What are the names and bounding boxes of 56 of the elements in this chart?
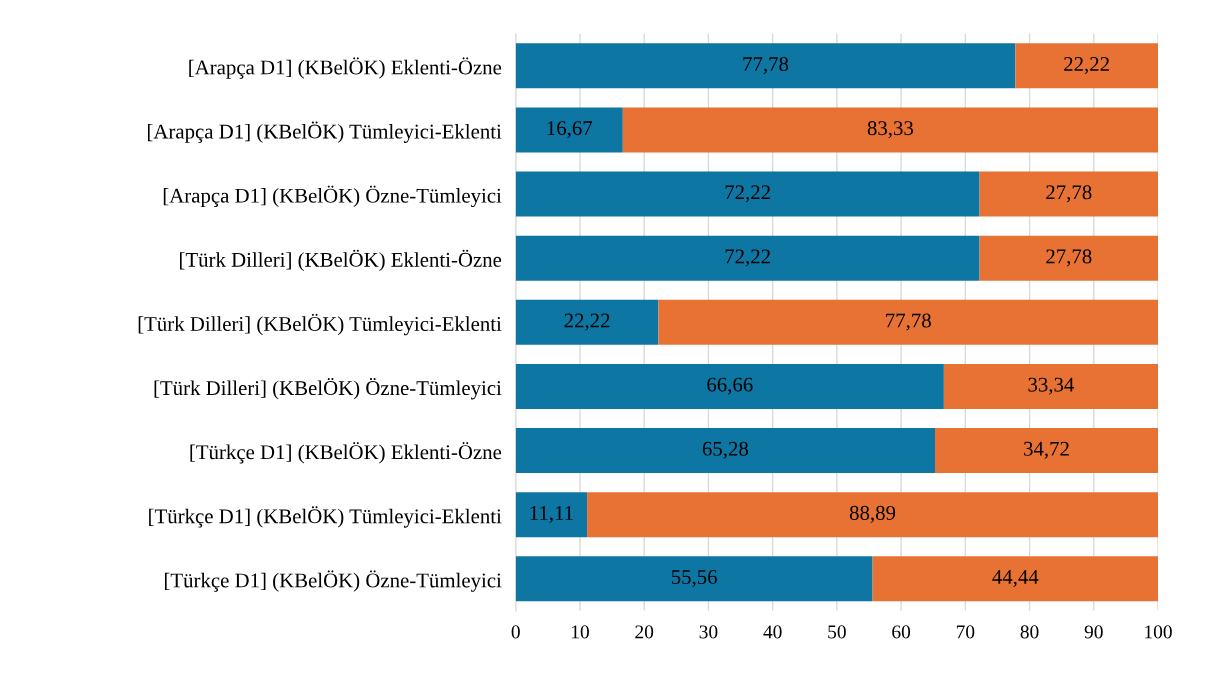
bar	[515, 492, 588, 538]
data-label: 33,34	[1028, 377, 1075, 395]
bar	[872, 556, 1159, 602]
data-label: 88,89	[849, 505, 896, 523]
data-label: 72,22	[725, 249, 770, 267]
data-label: 11,11	[530, 505, 573, 523]
bar	[979, 171, 1159, 217]
x-tick-label: 20	[635, 625, 654, 639]
x-tick-label: 50	[828, 625, 846, 639]
x-tick-label: 100	[1145, 625, 1172, 639]
data-label: 27,78	[1046, 249, 1092, 267]
bar	[658, 299, 1159, 345]
y-tick-label: [Arapça D1] (KBelÖK) Tümleyici-Eklenti	[147, 121, 502, 143]
x-tick-label: 40	[763, 625, 782, 639]
bar	[515, 299, 659, 345]
data-label: 66,66	[707, 377, 753, 395]
data-label: 77,78	[743, 56, 789, 75]
data-label: 55,56	[671, 570, 717, 588]
data-label: 72,22	[725, 185, 770, 203]
data-label: 22,22	[564, 313, 610, 331]
x-tick-label: 60	[892, 625, 911, 639]
x-tick-label: 30	[699, 625, 718, 639]
bar	[587, 492, 1159, 538]
y-tick-label: [Türk Dilleri] (KBelÖK) Tümleyici-Eklenti	[138, 313, 502, 336]
bar	[515, 235, 980, 281]
x-tick-label: 80	[1020, 625, 1039, 639]
data-label: 22,22	[1064, 57, 1109, 75]
bar	[1015, 43, 1159, 89]
bar	[935, 428, 1159, 474]
data-label: 27,78	[1046, 185, 1092, 203]
data-label: 77,78	[886, 313, 931, 331]
x-tick-label: 10	[571, 625, 589, 639]
y-tick-label: [Türk Dilleri] (KBelÖK) Özne-Tümleyici	[154, 377, 502, 400]
bar	[943, 363, 1159, 409]
x-tick-label: 70	[956, 625, 975, 639]
x-tick-label: 0	[511, 625, 520, 639]
y-tick-label: [Arapça D1] (KBelÖK) Özne-Tümleyici	[163, 185, 502, 208]
bar	[622, 107, 1159, 153]
bar	[515, 171, 980, 217]
y-tick-label: [Türkçe D1] (KBelÖK) Özne-Tümleyici	[164, 570, 502, 592]
bar	[515, 556, 873, 602]
bar	[515, 107, 623, 153]
bar	[515, 428, 936, 474]
data-label: 83,33	[867, 121, 914, 139]
bar	[515, 43, 1016, 89]
x-tick-label: 90	[1084, 625, 1103, 639]
y-tick-label: [Türkçe D1] (KBelÖK) Eklenti-Özne	[190, 442, 502, 464]
y-tick-label: [Türkçe D1] (KBelÖK) Tümleyici-Eklenti	[149, 506, 502, 528]
data-label: 65,28	[702, 441, 749, 459]
bar	[515, 363, 944, 409]
y-tick-label: [Türk Dilleri] (KBelÖK) Eklenti-Özne	[180, 249, 502, 272]
data-label: 16,67	[547, 121, 593, 139]
bar	[979, 235, 1159, 281]
y-tick-label: [Arapça D1] (KBelÖK) Eklenti-Özne	[189, 57, 502, 79]
data-label: 44,44	[992, 570, 1039, 588]
data-label: 34,72	[1024, 441, 1069, 459]
